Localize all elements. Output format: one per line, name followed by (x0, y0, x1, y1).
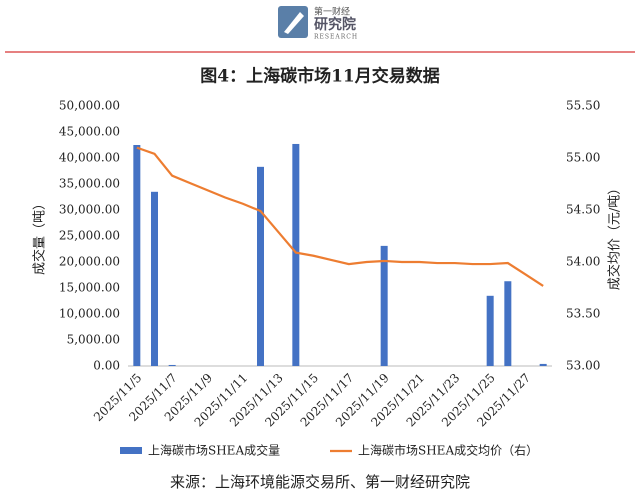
y-tick-label: 0.00 (93, 359, 120, 373)
y2-tick-label: 55.50 (566, 99, 600, 113)
bar (257, 166, 264, 366)
source: 来源：上海环境能源交易所、第一财经研究院 (170, 473, 470, 491)
brand: 研究院 (314, 16, 356, 33)
brand: RESEARCH (314, 34, 358, 41)
bar (133, 145, 141, 366)
y2-tick-label: 53.00 (566, 359, 600, 373)
y-tick-label: 45,000.00 (59, 125, 120, 139)
y-tick-label: 25,000.00 (59, 229, 120, 243)
y2-axis-label: 成交均价（元/吨） (607, 182, 623, 290)
line (136, 146, 544, 287)
y-tick-label: 30,000.00 (59, 203, 120, 217)
brand: 第一财经 (314, 6, 350, 18)
y-tick-label: 10,000.00 (59, 307, 120, 321)
bar (380, 245, 388, 366)
y-axis-label: 成交量（吨） (32, 197, 48, 275)
y2-tick-label: 53.50 (566, 307, 600, 321)
bar (292, 143, 300, 366)
y-tick-label: 40,000.00 (59, 151, 120, 165)
y-tick-label: 20,000.00 (59, 255, 120, 269)
y-tick-label: 5,000.00 (67, 333, 120, 347)
y-tick-label: 50,000.00 (59, 99, 120, 113)
chart-title: 图4：上海碳市场11月交易数据 (200, 66, 440, 87)
legend-label: 上海碳市场SHEA成交量 (148, 443, 280, 458)
y2-tick-label: 54.50 (566, 203, 600, 217)
y2-tick-label: 54.00 (566, 255, 600, 269)
logo-mark (284, 12, 304, 34)
bar (486, 295, 494, 366)
y2-tick-label: 55.00 (566, 151, 600, 165)
bar (151, 191, 158, 366)
bar (539, 363, 547, 366)
legend-swatch (120, 447, 142, 454)
bar (168, 364, 176, 366)
legend-label: 上海碳市场SHEA成交均价（右） (358, 443, 538, 458)
bar (504, 281, 512, 366)
y-tick-label: 15,000.00 (59, 281, 120, 295)
y-tick-label: 35,000.00 (59, 177, 120, 191)
